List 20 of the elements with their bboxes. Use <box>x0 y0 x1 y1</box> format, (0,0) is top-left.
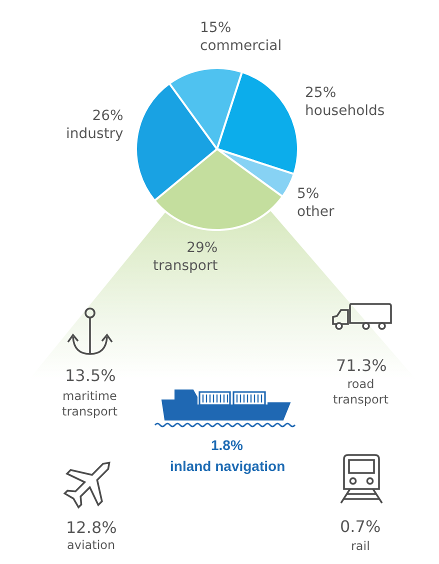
category-label: rail <box>351 539 370 553</box>
slice-label: households <box>305 103 385 120</box>
data-label: 25% <box>305 85 336 101</box>
slice-label: transport <box>153 258 218 274</box>
slice-label: industry <box>66 126 124 142</box>
data-label: 15% <box>200 20 232 36</box>
category-label: maritime transport <box>62 389 118 419</box>
category-label: inland navigation <box>170 458 286 474</box>
data-label: 5% <box>297 186 320 202</box>
data-label: 13.5% <box>65 366 116 385</box>
data-label: 29% <box>186 240 218 256</box>
category-label: road transport <box>333 377 389 407</box>
category-label: aviation <box>67 538 116 552</box>
slice-label: commercial <box>200 38 282 54</box>
data-label: 12.8% <box>66 518 117 537</box>
data-label: 26% <box>92 108 124 124</box>
data-label: 0.7% <box>340 517 381 536</box>
data-label: 1.8% <box>211 437 244 453</box>
data-label: 71.3% <box>336 356 387 375</box>
slice-label: other <box>297 204 335 220</box>
